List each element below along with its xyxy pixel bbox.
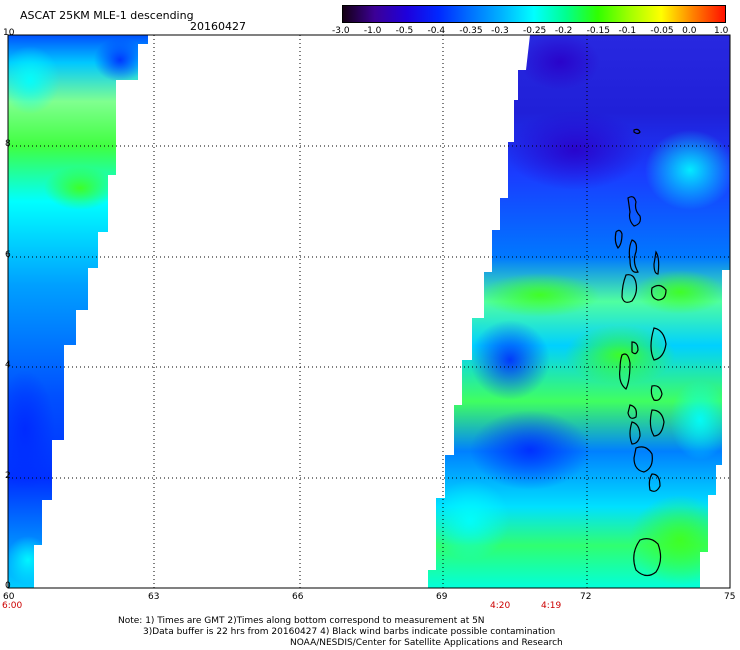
- colorbar-label: -0.5: [395, 26, 414, 36]
- lat-tick: 8: [5, 139, 11, 149]
- lon-tick: 63: [148, 592, 160, 602]
- colorbar-label: 1.0: [714, 26, 729, 36]
- lon-tick: 72: [580, 592, 592, 602]
- lat-tick: 10: [3, 28, 15, 38]
- colorbar-label: -0.2: [554, 26, 573, 36]
- colorbar-gradient: [343, 6, 725, 22]
- colorbar: [342, 5, 726, 23]
- map-frame: [7, 34, 731, 589]
- lat-tick: 0: [5, 581, 11, 591]
- lon-tick: 60: [3, 592, 15, 602]
- note-line-2: 3)Data buffer is 22 hrs from 20160427 4)…: [143, 627, 556, 637]
- lat-tick: 4: [5, 360, 11, 370]
- pass-time: 4:20: [490, 601, 511, 611]
- right-swath: [428, 35, 730, 588]
- colorbar-label: -0.15: [586, 26, 610, 36]
- colorbar-label: -3.0: [332, 26, 350, 36]
- lat-tick: 2: [5, 471, 11, 481]
- colorbar-label: -0.25: [523, 26, 547, 36]
- colorbar-label: -0.3: [491, 26, 509, 36]
- date-label: 20160427: [190, 20, 246, 33]
- colorbar-label: -0.1: [618, 26, 637, 36]
- colorbar-label: -1.0: [363, 26, 382, 36]
- colorbar-label: -0.05: [650, 26, 674, 36]
- product-title: ASCAT 25KM MLE-1 descending: [20, 9, 194, 22]
- note-line-1: Note: 1) Times are GMT 2)Times along bot…: [118, 616, 485, 626]
- lon-tick: 69: [436, 592, 448, 602]
- lat-tick: 6: [5, 250, 11, 260]
- lon-tick: 75: [724, 592, 736, 602]
- colorbar-label: 0.0: [682, 26, 697, 36]
- graticule: [8, 35, 730, 588]
- colorbar-label: -0.35: [459, 26, 483, 36]
- lon-tick: 66: [292, 592, 304, 602]
- left-swath: [8, 35, 148, 588]
- pass-time: 6:00: [2, 601, 23, 611]
- colorbar-label: -0.4: [427, 26, 446, 36]
- island-outlines: [614, 128, 667, 577]
- note-line-3: NOAA/NESDIS/Center for Satellite Applica…: [290, 638, 563, 648]
- colorbar-labels: -3.0 -1.0 -0.5 -0.4 -0.35 -0.3 -0.25 -0.2 -0.15-…: [325, 26, 740, 38]
- pass-time: 4:19: [541, 601, 562, 611]
